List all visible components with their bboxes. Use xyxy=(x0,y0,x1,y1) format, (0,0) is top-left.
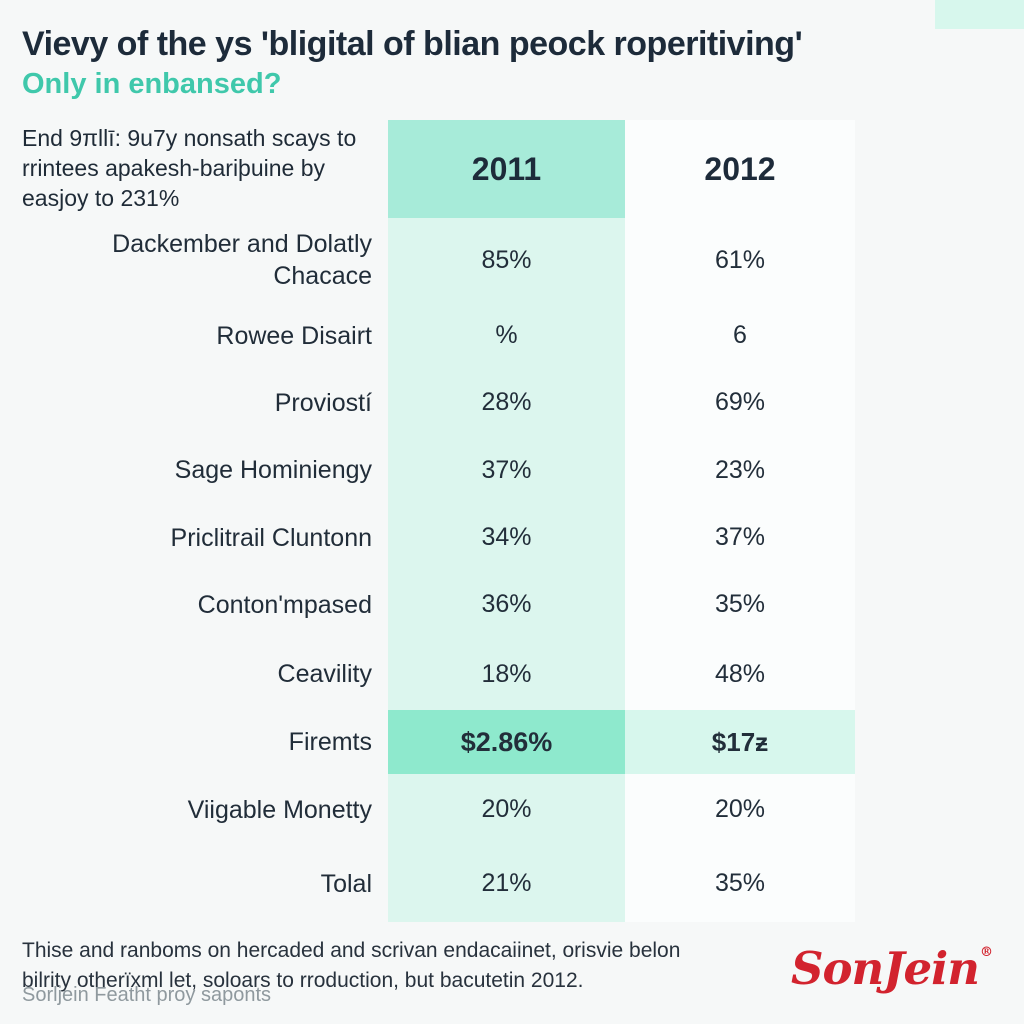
table-row: Proviostí 28% 69% xyxy=(0,369,1024,436)
row-label: Rowee Disairt xyxy=(216,321,372,350)
value-2011: 28% xyxy=(388,369,625,436)
page-title: Vievy of the ys 'bligital of blian peock… xyxy=(22,25,803,63)
table-row: Viigable Monetty 20% 20% xyxy=(0,774,1024,845)
row-label: Tolal xyxy=(320,869,372,898)
value-2012: 61% xyxy=(625,218,855,302)
registered-mark: ® xyxy=(980,945,993,960)
value-2012: 69% xyxy=(625,369,855,436)
table-row: Priclitrail Cluntonn 34% 37% xyxy=(0,504,1024,571)
row-spacer xyxy=(855,638,1024,710)
table-rows: Dackember and Dolatly Chacace 85% 61% Rowee… xyxy=(0,218,1024,922)
value-2011: $2.86% xyxy=(388,710,625,774)
row-spacer xyxy=(855,436,1024,504)
footnote-text: Thise and ranboms on hercaded and scriva… xyxy=(22,939,681,992)
value-2012: 35% xyxy=(625,571,855,638)
row-spacer xyxy=(855,571,1024,638)
value-2012: 37% xyxy=(625,504,855,571)
row-label: Viigable Monetty xyxy=(187,795,372,824)
value-2012: 6 xyxy=(625,302,855,369)
value-2011: 34% xyxy=(388,504,625,571)
table-row: Tolal 21% 35% xyxy=(0,845,1024,922)
table-row: Ceavility 18% 48% xyxy=(0,638,1024,710)
page-subtitle: Only in enbansed? xyxy=(22,68,282,100)
row-spacer xyxy=(855,504,1024,571)
value-2012: 48% xyxy=(625,638,855,710)
value-2012: 35% xyxy=(625,845,855,922)
row-label: Conton'mpased xyxy=(197,590,372,619)
brand-logo: SonJein® xyxy=(791,942,993,995)
row-label: Dackember and Dolatly Chacace xyxy=(112,230,372,290)
table-row: Conton'mpased 36% 35% xyxy=(0,571,1024,638)
column-header-2011: 2011 xyxy=(388,120,625,218)
value-2011: 37% xyxy=(388,436,625,504)
value-2012: 23% xyxy=(625,436,855,504)
row-label: Priclitrail Cluntonn xyxy=(170,523,372,552)
table-row: Sage Hominiengy 37% 23% xyxy=(0,436,1024,504)
value-2011: 36% xyxy=(388,571,625,638)
table-row: Rowee Disairt% 6 xyxy=(0,302,1024,369)
table-row: Dackember and Dolatly Chacace 85% 61% xyxy=(0,218,1024,302)
header-spacer xyxy=(855,120,1024,218)
source-text: Sorljein Featht proy saponts xyxy=(22,984,272,1006)
table-description: End 9πllī: 9u7y nonsath scays to rrintee… xyxy=(22,125,357,211)
row-spacer xyxy=(855,774,1024,845)
row-label: Sage Hominiengy xyxy=(174,456,372,484)
row-label: Firemts xyxy=(288,728,372,756)
table-row: Firemts $2.86% $17ƶ xyxy=(0,710,1024,774)
row-spacer xyxy=(855,302,1024,369)
value-2011: 20% xyxy=(388,774,625,845)
corner-accent-square xyxy=(935,0,1024,29)
value-2011: % xyxy=(388,302,625,369)
data-table: End 9πllī: 9u7y nonsath scays to rrintee… xyxy=(0,120,1024,922)
value-2011: 85% xyxy=(388,218,625,302)
row-spacer xyxy=(855,218,1024,302)
table-header-row: End 9πllī: 9u7y nonsath scays to rrintee… xyxy=(0,120,1024,218)
row-spacer xyxy=(855,369,1024,436)
value-2012: 20% xyxy=(625,774,855,845)
row-label: Proviostí xyxy=(274,388,372,417)
value-2012: $17ƶ xyxy=(625,710,855,774)
row-spacer xyxy=(855,710,1024,774)
row-spacer xyxy=(855,845,1024,922)
row-label: Ceavility xyxy=(277,660,372,688)
column-header-2012: 2012 xyxy=(625,120,855,218)
brand-logo-text: SonJein xyxy=(791,942,980,995)
value-2011: 18% xyxy=(388,638,625,710)
value-2011: 21% xyxy=(388,845,625,922)
